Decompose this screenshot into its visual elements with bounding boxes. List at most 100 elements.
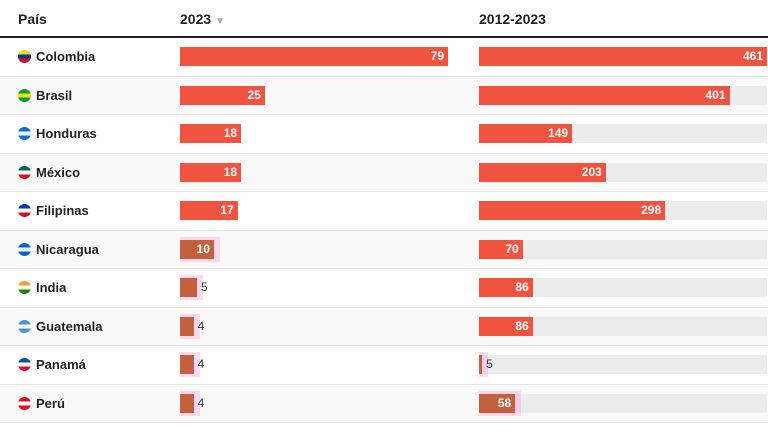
bar-value-label: 58 [497, 395, 512, 410]
bar[interactable] [180, 201, 238, 220]
country-label: Perú [36, 395, 65, 411]
table-row: Guatemala 4 86 [0, 307, 768, 346]
bar-track-2023: 18 [180, 162, 448, 182]
country-cell: Guatemala [18, 308, 102, 346]
bar-value-label: 86 [515, 280, 529, 294]
bar-value-label: 4 [197, 357, 205, 371]
bar-highlight [479, 352, 489, 377]
bar-track-2023: 18 [180, 124, 448, 143]
bar[interactable] [479, 278, 533, 297]
bar[interactable] [180, 316, 194, 336]
country-cell: Brasil [18, 77, 72, 115]
bar[interactable] [180, 239, 214, 259]
table-row: Panamá 4 5 [0, 346, 768, 385]
bar-track-2012-2023: 149 [479, 124, 767, 143]
bar-track-2023: 4 [180, 313, 448, 339]
bar-track-2012-2023: 86 [479, 316, 767, 336]
bar-value-label: 79 [430, 49, 444, 63]
country-cell: Colombia [18, 38, 95, 76]
bar-value-label: 401 [705, 87, 726, 102]
flag-icon [18, 127, 31, 141]
bar[interactable] [479, 239, 523, 259]
table-row: India 5 86 [0, 269, 768, 308]
table-row: Colombia 79 461 [0, 38, 768, 77]
table-row: Brasil 25 401 [0, 76, 768, 115]
bar[interactable] [180, 85, 265, 105]
bar[interactable] [479, 316, 533, 336]
bar-value-label: 18 [223, 126, 238, 140]
bar-value-label: 149 [548, 126, 569, 140]
flag-icon [18, 204, 31, 218]
bar[interactable] [180, 124, 242, 143]
bar[interactable] [180, 355, 194, 374]
flag-icon [18, 165, 31, 179]
flag-icon [18, 319, 31, 333]
bar[interactable] [479, 47, 767, 66]
bar-value-label: 10 [196, 241, 210, 256]
flag-icon [18, 281, 31, 295]
bar-value-label: 298 [641, 203, 662, 217]
flag-icon [18, 88, 31, 102]
country-label: Guatemala [36, 318, 103, 334]
country-cell: Panamá [18, 346, 86, 384]
country-label: Nicaragua [36, 241, 99, 257]
bar-track-2023: 17 [180, 201, 448, 220]
bar[interactable] [479, 85, 730, 105]
bar[interactable] [180, 278, 197, 297]
bar-value-label: 70 [505, 241, 519, 256]
bar[interactable] [180, 47, 448, 66]
bar-value-label: 5 [486, 357, 493, 371]
bar[interactable] [180, 393, 194, 413]
table-body: Colombia 79 461 Brasil 25 401 Honduras 18 149 Méx… [0, 38, 768, 423]
flag-icon [18, 358, 31, 372]
bar-value-label: 25 [247, 87, 261, 102]
bar-track-2012-2023: 401 [479, 85, 767, 105]
country-cell: México [18, 154, 80, 192]
bar-value-label: 203 [581, 164, 602, 179]
bar-track-2012-2023: 5 [479, 352, 767, 377]
bar-track-2012-2023: 86 [479, 278, 767, 297]
bar-track-2012-2023: 203 [479, 162, 767, 182]
sort-down-icon[interactable]: ▼ [215, 16, 226, 27]
country-label: Brasil [36, 87, 73, 103]
bar[interactable] [180, 162, 242, 182]
bar[interactable] [479, 162, 606, 182]
bar-value-label: 18 [223, 164, 238, 179]
bar-value-label: 5 [200, 280, 208, 294]
country-label: India [36, 280, 67, 296]
bar-track-2023: 4 [180, 352, 448, 377]
country-label: Colombia [36, 49, 96, 65]
table-row: Nicaragua 10 70 [0, 230, 768, 269]
column-2012-2023-header[interactable]: 2012-2023 [479, 11, 546, 27]
country-column-header[interactable]: País [18, 11, 47, 27]
flag-icon [18, 396, 31, 410]
flag-icon [18, 50, 31, 64]
country-label: Honduras [36, 126, 97, 142]
column-2023-header[interactable]: 2023 ▼ [180, 11, 225, 27]
country-label: México [36, 164, 81, 180]
bar-track-2012-2023: 58 [479, 390, 767, 416]
bar-track-2023: 4 [180, 390, 448, 416]
table-row: Honduras 18 149 [0, 115, 768, 154]
chart-table: País 2023 ▼ 2012-2023 Colombia 79 461 Brasil… [0, 11, 768, 423]
bar-track-2023: 10 [180, 236, 448, 262]
flag-icon [18, 242, 31, 256]
bar[interactable] [479, 124, 573, 143]
bar-track-2012-2023: 298 [479, 201, 767, 220]
country-cell: Nicaragua [18, 231, 99, 269]
bar-value-label: 4 [197, 395, 205, 410]
country-label: Panamá [36, 357, 86, 373]
table-row: Perú 4 58 [0, 384, 768, 423]
table-row: Filipinas 17 298 [0, 192, 768, 231]
bar[interactable] [479, 355, 483, 374]
country-cell: India [18, 269, 66, 307]
column-2023-label: 2023 [180, 11, 212, 27]
bar[interactable] [479, 393, 516, 413]
country-cell: Honduras [18, 115, 97, 153]
bar-track-2023: 5 [180, 275, 448, 300]
bar-value-label: 4 [197, 318, 205, 333]
bar-track-2012-2023: 461 [479, 47, 767, 66]
bar[interactable] [479, 201, 666, 220]
country-label: Filipinas [36, 203, 89, 219]
country-cell: Perú [18, 385, 65, 423]
